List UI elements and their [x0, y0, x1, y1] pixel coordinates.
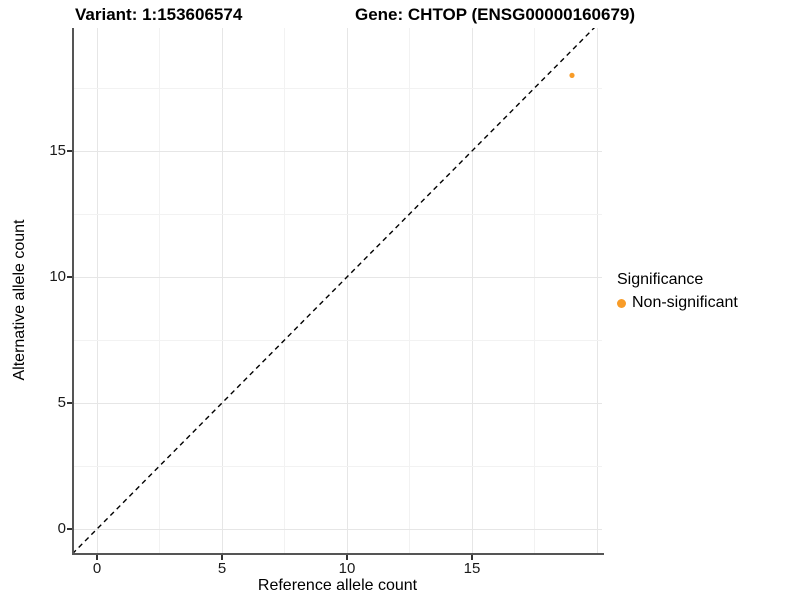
y-tick-label: 0 [57, 520, 66, 537]
legend-entry: Non-significant [617, 294, 738, 312]
gridline-y-major [73, 528, 602, 530]
legend-title: Significance [617, 271, 704, 288]
legend: Significance Non-significant [617, 271, 738, 312]
legend-entry-label: Non-significant [632, 294, 738, 311]
y-tick-mark [67, 528, 72, 530]
gridline-y-minor [73, 213, 602, 215]
x-tick-label: 0 [92, 560, 102, 577]
y-tick-mark [67, 402, 72, 404]
gridline-x-minor [534, 28, 535, 553]
x-axis-title: Reference allele count [257, 577, 418, 594]
legend-point-icon [617, 298, 626, 308]
gridline-x-major [471, 28, 473, 553]
gridline-x-major [346, 28, 348, 553]
y-tick-label: 15 [49, 142, 66, 159]
plot-title-variant: Variant: 1:153606574 [75, 5, 243, 24]
y-tick-mark [67, 150, 72, 152]
y-axis-line [71, 28, 74, 555]
gridline-x-major [596, 28, 598, 553]
plot-layer [73, 28, 596, 553]
y-tick-label: 10 [49, 268, 66, 285]
gridline-y-minor [73, 87, 602, 89]
x-tick-label: 5 [217, 560, 227, 577]
x-tick-mark [471, 555, 473, 560]
gridline-x-major [221, 28, 223, 553]
gridline-x-minor [159, 28, 160, 553]
plot-panel [73, 28, 602, 553]
plot-title-gene: Gene: CHTOP (ENSG00000160679) [355, 5, 636, 24]
x-tick-label: 10 [338, 560, 356, 577]
gridline-y-minor [73, 465, 602, 467]
x-axis-line [71, 553, 604, 555]
gridline-x-major [96, 28, 98, 553]
gridline-y-minor [73, 339, 602, 341]
gridline-y-major [73, 402, 602, 404]
gridline-y-major [73, 276, 602, 278]
y-axis-title: Alternative allele count [11, 219, 28, 381]
data-point [569, 72, 575, 78]
x-tick-label: 15 [463, 560, 481, 577]
x-tick-mark [346, 555, 348, 560]
x-tick-mark [221, 555, 223, 560]
y-tick-mark [67, 276, 72, 278]
gridline-x-minor [409, 28, 410, 553]
identity-line [73, 28, 596, 553]
x-tick-mark [96, 555, 98, 560]
gridline-x-minor [284, 28, 285, 553]
y-tick-label: 5 [57, 394, 66, 411]
gridline-y-major [73, 150, 602, 152]
